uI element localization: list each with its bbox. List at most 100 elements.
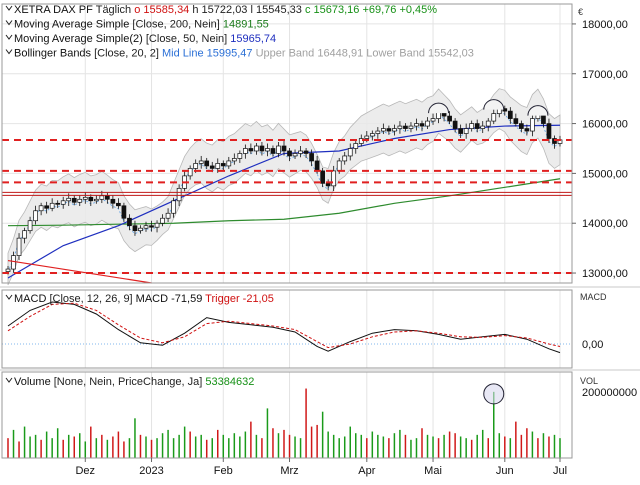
candle-body-37 (209, 165, 215, 169)
x-tick-label-0: Dez (75, 465, 95, 477)
header-macd: MACD [Close, 12, 26, 9] MACD -71,59 Trig… (14, 293, 274, 305)
x-tick-label-3: Mrz (280, 465, 298, 477)
candle-body-19 (110, 198, 116, 204)
header-part-price-2-1: 15965,74 (230, 33, 276, 45)
header-price-2: Moving Average Simple(2) [Close, 50, Nei… (14, 33, 276, 45)
candle-body-69 (386, 128, 392, 132)
header-part-macd-0: [Close, 12, 26, 9] (49, 293, 135, 305)
candle-body-8 (49, 202, 55, 209)
y-tick-price-2: 16000,00 (582, 119, 628, 131)
candle-body-25 (143, 225, 149, 229)
chevron-down-icon (5, 34, 13, 40)
candle-body-77 (430, 118, 436, 122)
candle-body-16 (93, 198, 99, 202)
header-price-1: Moving Average Simple [Close, 200, Nein]… (14, 19, 269, 31)
header-part-price-0-0: Täglich (96, 4, 135, 16)
candle-body-52 (292, 153, 298, 157)
candle-body-17 (99, 195, 105, 200)
candle-body-98 (546, 123, 552, 139)
candle-body-60 (336, 160, 342, 172)
candle-body-66 (369, 133, 375, 137)
candle-body-59 (331, 170, 337, 187)
x-tick-label-2: Feb (214, 465, 233, 477)
candle-body-84 (469, 123, 475, 129)
candle-body-85 (474, 123, 480, 129)
candle-body-21 (121, 205, 127, 219)
ma-line-0 (7, 178, 561, 227)
header-part-price-0-5: +69,76 (362, 4, 399, 16)
candle-body-7 (44, 205, 49, 209)
candle-body-81 (452, 120, 458, 129)
candle-body-14 (82, 196, 88, 200)
candle-body-36 (204, 160, 210, 167)
candle-body-50 (281, 145, 287, 152)
x-tick-label-7: Jul (553, 465, 567, 477)
candle-body-57 (320, 170, 325, 184)
pattern-arc-1 (483, 99, 505, 110)
candle-body-65 (364, 135, 370, 139)
header-part-price-0-1: o 15585,34 (134, 4, 192, 16)
candle-body-54 (303, 150, 309, 154)
candle-body-92 (513, 118, 519, 124)
volume-axis-title: VOL (580, 376, 598, 386)
candle-body-93 (519, 123, 524, 129)
candle-body-67 (375, 130, 381, 134)
chevron-down-icon (5, 377, 13, 383)
volume-highlight-circle (483, 383, 505, 405)
candle-body-38 (215, 163, 221, 169)
x-tick-label-1: 2023 (139, 465, 163, 477)
candle-body-31 (176, 187, 182, 202)
candle-body-24 (138, 227, 143, 232)
y-tick-price-4: 14000,00 (582, 218, 628, 230)
y-tick-price-0: 18000,00 (582, 19, 628, 31)
chevron-down-icon (5, 20, 13, 26)
header-part-vol-0: [None, Nein, PriceChange, Ja] (54, 376, 206, 388)
macd-axis-title: MACD (580, 292, 607, 302)
candle-body-74 (414, 123, 419, 127)
candle-body-0 (5, 268, 11, 272)
candle-body-29 (165, 212, 171, 219)
candle-body-27 (154, 222, 160, 228)
candle-body-48 (270, 148, 276, 154)
candle-body-13 (77, 198, 83, 203)
header-label-price-0: XETRA DAX PF (14, 4, 96, 16)
candle-body-11 (66, 197, 72, 202)
header-part-price-3-1: Mid Line 15995,47 (162, 48, 256, 60)
candle-body-83 (463, 128, 469, 134)
header-label-vol: Volume (14, 376, 54, 388)
candle-body-6 (38, 205, 44, 212)
candle-body-90 (502, 108, 508, 112)
candle-body-20 (116, 202, 121, 207)
header-part-price-0-6: +0,45% (399, 4, 437, 16)
candle-body-26 (149, 225, 154, 228)
header-part-price-1-1: 14891,55 (223, 19, 269, 31)
header-part-price-0-4: c 15673,16 (305, 4, 363, 16)
header-price-3: Bollinger Bands [Close, 20, 2] Mid Line … (14, 48, 474, 60)
header-label-price-1: Moving Average Simple (14, 19, 132, 31)
candle-body-86 (480, 125, 486, 129)
panel-frame-0 (1, 3, 573, 284)
macd-line-1 (7, 302, 561, 349)
candle-body-76 (425, 120, 430, 127)
candle-body-71 (397, 125, 403, 129)
candle-body-58 (325, 183, 331, 187)
candle-body-46 (259, 145, 265, 152)
candle-body-91 (507, 110, 513, 119)
header-part-price-0-2: h 15722,03 (192, 4, 250, 16)
candle-body-39 (220, 163, 226, 167)
candle-body-4 (27, 220, 33, 232)
header-part-price-2-0: [Close, 50, Nein] (146, 33, 230, 45)
candle-body-35 (198, 160, 204, 164)
candle-body-10 (60, 200, 66, 205)
x-tick-label-5: Mai (424, 465, 442, 477)
candle-body-82 (458, 128, 463, 134)
x-tick-label-6: Jun (496, 465, 514, 477)
candle-body-61 (342, 155, 348, 162)
header-part-price-1-0: [Close, 200, Nein] (132, 19, 223, 31)
currency-label: € (578, 7, 583, 17)
candle-body-87 (485, 120, 491, 127)
panel-frame-2 (1, 371, 573, 459)
downtrend-line (7, 259, 152, 284)
